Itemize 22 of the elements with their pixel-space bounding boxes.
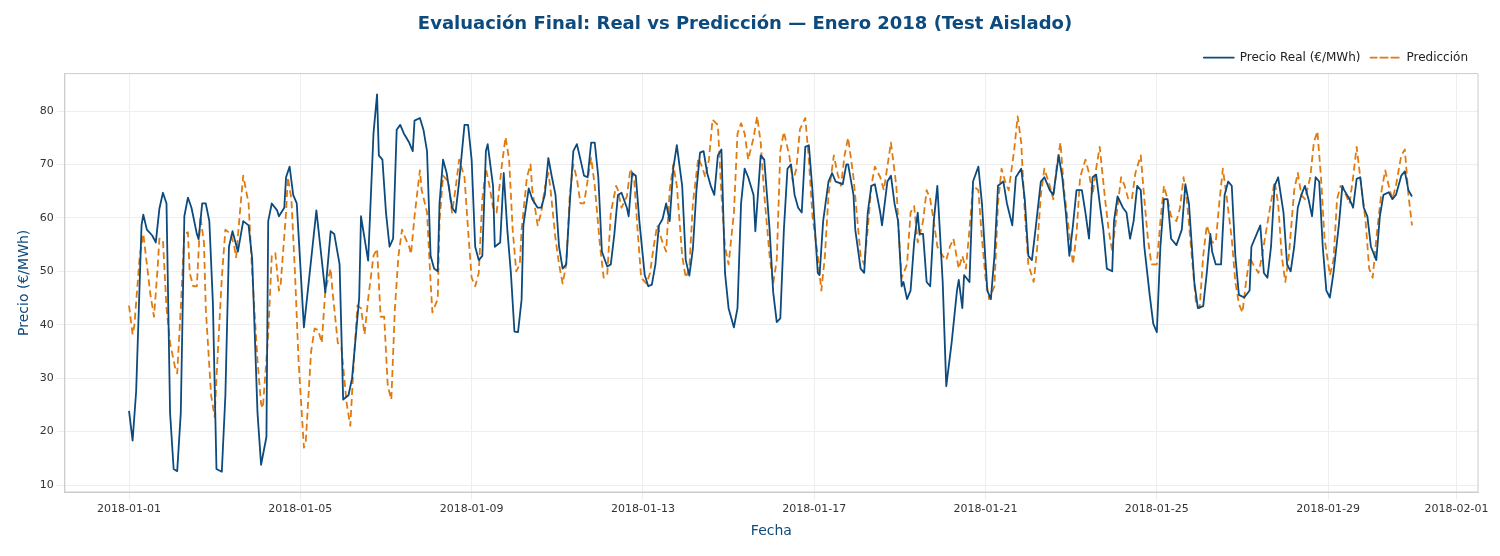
- x-tick-label: 2018-01-25: [1124, 502, 1189, 516]
- legend-label: Precio Real (€/MWh): [1239, 49, 1361, 64]
- x-tick-label: 2018-01-17: [782, 502, 847, 516]
- y-tick-label: 10: [39, 477, 54, 491]
- y-tick-label: 70: [39, 157, 54, 171]
- x-tick-label: 2018-01-01: [97, 502, 161, 516]
- x-tick-label: 2018-01-29: [1296, 502, 1361, 516]
- y-tick-label: 50: [39, 264, 54, 278]
- x-tick-label: 2018-01-13: [610, 502, 675, 516]
- y-tick-label: 40: [39, 317, 54, 331]
- y-axis-title: Precio (€/MWh): [15, 229, 32, 336]
- y-tick-label: 80: [39, 103, 54, 117]
- chart-title: Evaluación Final: Real vs Predicción — Enero 2018 (Test Aislado): [417, 12, 1073, 34]
- x-tick-label: 2018-01-05: [268, 502, 333, 516]
- y-tick-label: 30: [39, 371, 54, 385]
- x-axis-title: Fecha: [750, 522, 792, 539]
- x-tick-label: 2018-01-09: [439, 502, 504, 516]
- x-tick-label: 2018-01-21: [953, 502, 1018, 516]
- y-tick-label: 20: [39, 424, 54, 438]
- legend-label: Predicción: [1406, 49, 1469, 64]
- x-tick-label: 2018-02-01: [1424, 502, 1489, 516]
- y-tick-label: 60: [39, 210, 54, 224]
